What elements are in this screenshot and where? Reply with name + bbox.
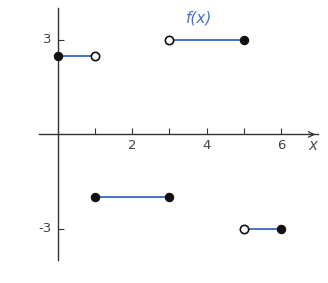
Text: f(x): f(x) — [186, 10, 213, 25]
Text: 3: 3 — [43, 33, 51, 46]
Text: x: x — [308, 138, 317, 153]
Text: -3: -3 — [38, 222, 51, 235]
